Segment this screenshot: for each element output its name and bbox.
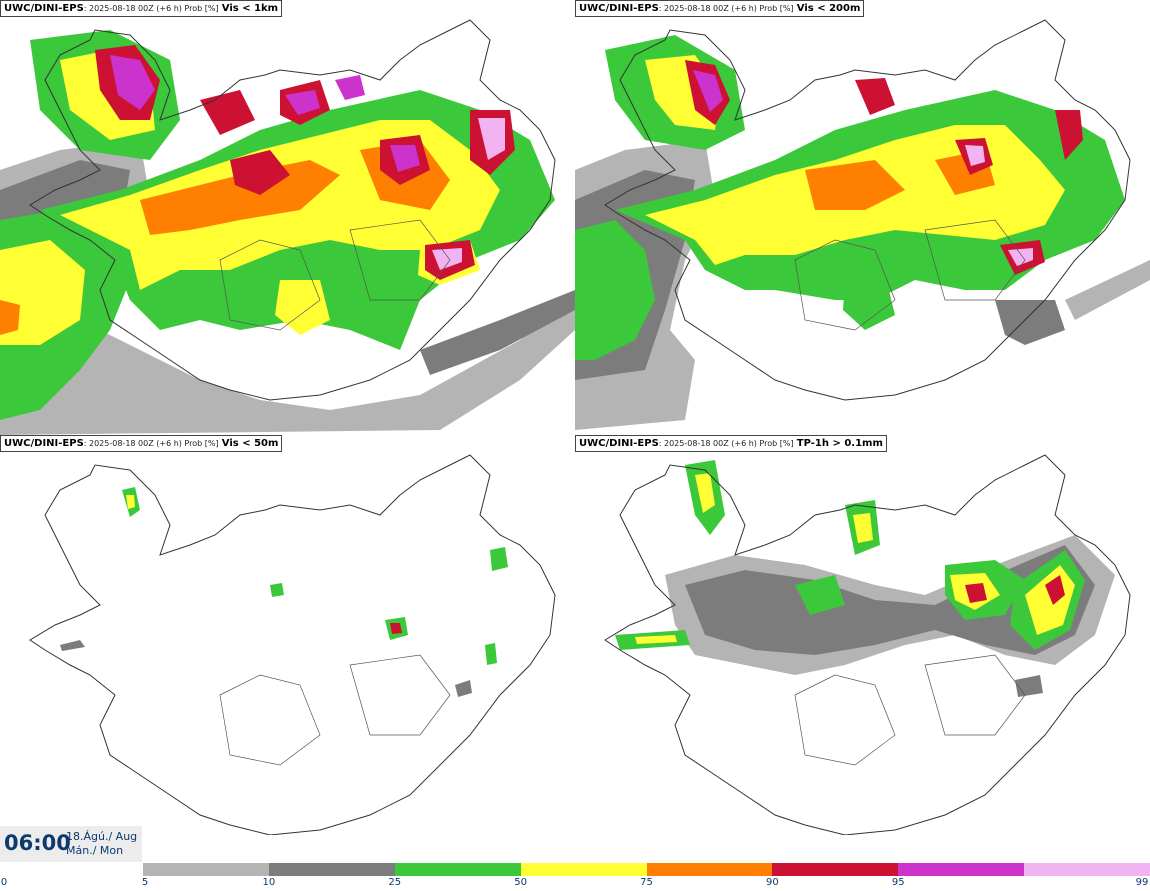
model-name: UWC/DINI-EPS [4, 438, 84, 449]
colorbar-tick-label: 50 [514, 877, 527, 888]
run-info: : 2025-08-18 00Z (+6 h) Prob [%] [83, 4, 219, 13]
map-panel-vis-1km: UWC/DINI-EPS: 2025-08-18 00Z (+6 h) Prob… [0, 0, 575, 435]
run-info: : 2025-08-18 00Z (+6 h) Prob [%] [83, 439, 219, 448]
colorbar-tick-label: 99 [1135, 877, 1149, 888]
probability-map-vis-1km [0, 19, 575, 435]
probability-map-vis-200m [575, 19, 1150, 430]
probability-colorbar [143, 863, 1150, 876]
colorbar-tick-label: 75 [640, 877, 653, 888]
colorbar-segment [520, 863, 647, 876]
variable-name: Vis < 200m [796, 3, 861, 14]
colorbar-segment [394, 863, 521, 876]
colorbar-tick-label: 90 [766, 877, 779, 888]
map-panel-vis-50m: UWC/DINI-EPS: 2025-08-18 00Z (+6 h) Prob… [0, 435, 575, 870]
probability-map-tp-1h [604, 454, 1131, 835]
colorbar-segment [772, 863, 899, 876]
run-info: : 2025-08-18 00Z (+6 h) Prob [%] [658, 4, 794, 13]
colorbar-segment [1024, 863, 1150, 876]
map-panel-vis-200m: UWC/DINI-EPS: 2025-08-18 00Z (+6 h) Prob… [575, 0, 1150, 435]
probability-map-vis-50m [29, 454, 556, 835]
variable-name: Vis < 50m [221, 438, 279, 449]
panel-title: UWC/DINI-EPS: 2025-08-18 00Z (+6 h) Prob… [575, 435, 887, 452]
colorbar-tick-label: 25 [388, 877, 402, 888]
panel-title: UWC/DINI-EPS: 2025-08-18 00Z (+6 h) Prob… [0, 0, 283, 17]
variable-name: Vis < 1km [221, 3, 279, 14]
colorbar-segment [143, 863, 269, 876]
date-line: 18.Ágú./ Aug [66, 830, 138, 843]
valid-time: 06:00 [4, 831, 71, 855]
run-info: : 2025-08-18 00Z (+6 h) Prob [%] [658, 439, 794, 448]
panel-title: UWC/DINI-EPS: 2025-08-18 00Z (+6 h) Prob… [575, 0, 865, 17]
colorbar-tick-label: 95 [891, 877, 905, 888]
colorbar-tick-label: 5 [141, 877, 149, 888]
model-name: UWC/DINI-EPS [4, 3, 84, 14]
valid-date: 18.Ágú./ Aug Mán./ Mon [66, 830, 137, 858]
colorbar-segment [646, 863, 773, 876]
model-name: UWC/DINI-EPS [579, 3, 659, 14]
day-line: Mán./ Mon [66, 844, 124, 857]
colorbar-segment [268, 863, 395, 876]
map-panel-tp-1h: UWC/DINI-EPS: 2025-08-18 00Z (+6 h) Prob… [575, 435, 1150, 870]
variable-name: TP-1h > 0.1mm [796, 438, 883, 449]
colorbar-tick-label: 10 [262, 877, 276, 888]
valid-time-box: 06:00 18.Ágú./ Aug Mán./ Mon [0, 826, 142, 862]
panel-title: UWC/DINI-EPS: 2025-08-18 00Z (+6 h) Prob… [0, 435, 283, 452]
model-name: UWC/DINI-EPS [579, 438, 659, 449]
colorbar-tick-label: 0 [0, 877, 8, 888]
colorbar-segment [898, 863, 1025, 876]
